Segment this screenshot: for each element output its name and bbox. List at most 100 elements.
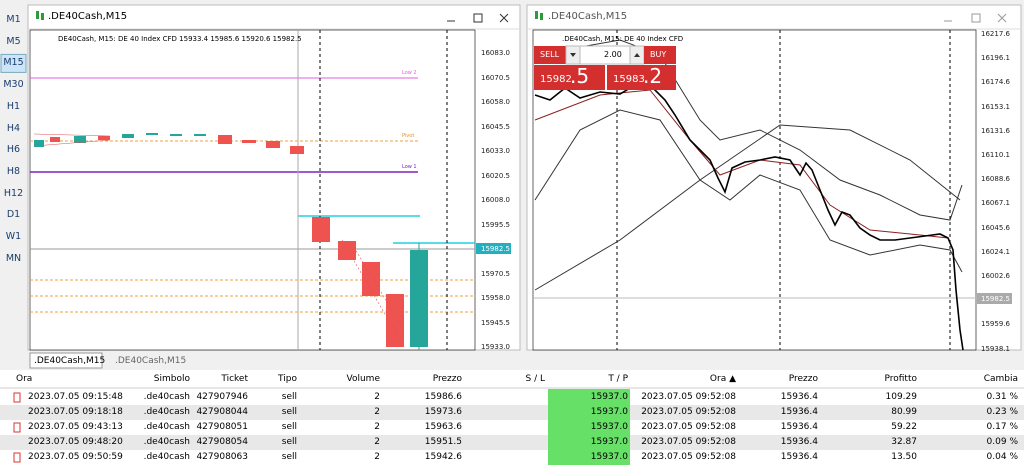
table-cell: .de40cash [143,452,190,462]
column-header[interactable]: Prezzo [788,374,818,384]
table-cell: 15937.0 [590,407,628,417]
column-header[interactable]: S / L [525,374,545,384]
trade-panel[interactable] [534,45,676,90]
price-label: 16131.6 [981,126,1010,135]
table-cell: 15936.4 [780,392,818,402]
timeframe-button[interactable]: M1 [6,14,21,25]
table-cell: 0.09 % [986,437,1018,447]
table-cell: 2 [374,407,380,417]
table-cell: 80.99 [891,407,917,417]
timeframe-button[interactable]: H12 [3,187,24,199]
price-label: 16088.6 [981,175,1010,184]
table-cell: .de40cash [143,422,190,432]
price-label: 16002.6 [981,272,1010,280]
chart-icons [36,11,543,20]
table-cell: 2 [374,392,380,402]
ask-frac: .2 [643,64,663,88]
column-header[interactable]: Ticket [221,374,248,384]
tab-bar [0,351,1024,369]
timeframe-button[interactable]: H8 [6,165,21,177]
timeframe-button[interactable]: M30 [3,79,24,91]
table-cell: 2023.07.05 09:18:18 [28,407,123,417]
price-label: 16024.1 [981,247,1010,256]
table-cell: 15936.4 [780,452,818,462]
bid-frac: .5 [570,64,590,88]
tab[interactable]: .DE40Cash,M15 [115,356,187,366]
price-label: 16110.1 [981,151,1010,159]
column-header[interactable]: Profitto [884,374,917,384]
table-cell: 427908054 [196,437,248,447]
table-cell: 15937.0 [590,452,628,462]
table-cell: sell [281,422,297,432]
window-buttons[interactable] [447,13,1007,23]
row-stripe [630,405,1024,420]
tab[interactable]: .DE40Cash,M15 [34,356,106,366]
window-title: .DE40Cash,M15 [548,11,628,22]
table-cell: 15936.4 [780,437,818,447]
table-cell: 15951.5 [424,437,462,447]
buy-button[interactable]: BUY [650,50,667,59]
table-cell: 2023.07.05 09:48:20 [28,437,123,447]
table-cell: 427907946 [196,392,248,402]
price-label: 16033.0 [481,147,510,155]
column-header[interactable]: Prezzo [432,374,462,384]
timeframe-button[interactable]: H4 [6,122,21,134]
column-header[interactable]: Ora [16,374,33,384]
column-header[interactable]: T / P [608,374,628,384]
price-label: 15938.1 [981,344,1010,353]
price-label: 15945.5 [481,318,510,327]
ask-main: 15983 [613,74,645,85]
price-label: 16045.6 [981,223,1010,232]
timeframe-button[interactable]: MN [5,252,22,264]
current-price: 15982.5 [981,295,1010,303]
column-header[interactable]: Volume [346,374,380,384]
active-tab[interactable] [29,352,103,369]
table-cell: 0.04 % [986,452,1018,462]
table-cell: sell [281,437,297,447]
right-price-box [977,293,1012,304]
price-label: 16067.1 [981,199,1010,208]
level-label: Low 2 [402,70,417,76]
table-cell: sell [281,452,297,462]
table-cell: 59.22 [891,422,917,432]
table-cell: 2 [374,452,380,462]
price-label: 16174.6 [981,78,1010,87]
left-levels [30,30,475,350]
table-cell: 109.29 [885,392,918,402]
table-cell: 0.17 % [986,422,1018,432]
table-cell: 2023.07.05 09:52:08 [641,422,736,432]
row-stripe [0,405,548,420]
column-header[interactable]: Ora ▲ [709,374,736,384]
row-icon [13,452,21,463]
volume-input[interactable]: 2.00 [604,50,622,59]
table-cell: 15937.0 [590,392,628,402]
price-label: 16008.0 [481,196,510,204]
bid-main: 15982 [540,74,572,85]
price-label: 15958.0 [481,294,510,302]
timeframe-button[interactable]: H6 [6,144,21,156]
price-label: 16083.0 [481,49,510,57]
price-label: 15995.5 [481,220,510,229]
timeframe-button[interactable]: M5 [6,35,21,47]
price-label: 16058.0 [481,98,510,106]
level-label: Low 1 [402,164,417,170]
row-stripe [630,435,1024,450]
column-header[interactable]: Tipo [278,374,297,384]
table-cell: 15973.6 [424,407,462,417]
table-cell: 427908051 [196,422,248,432]
timeframe-button[interactable]: D1 [6,209,21,221]
row-icon [13,422,21,433]
column-header[interactable]: Cambia [983,374,1018,384]
sell-button[interactable]: SELL [540,50,560,59]
timeframe-button[interactable]: W1 [5,231,22,242]
timeframe-button[interactable]: H1 [6,100,21,112]
window-title: .DE40Cash,M15 [48,11,128,22]
timeframe-button[interactable]: M15 [3,57,24,69]
selected-timeframe [0,53,27,73]
table-cell: 15937.0 [590,437,628,447]
price-label: 16196.1 [981,54,1010,63]
column-header[interactable]: Simbolo [153,374,190,384]
tp-highlight [548,389,630,465]
right-lines [533,30,976,351]
